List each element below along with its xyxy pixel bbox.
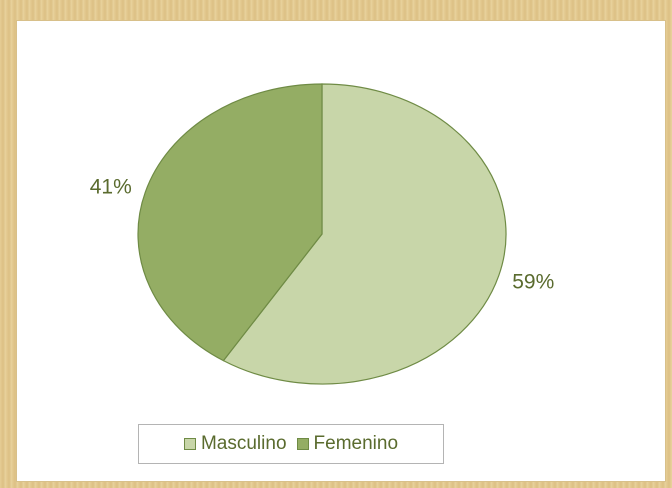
legend-item-masculino: Masculino bbox=[183, 433, 287, 455]
chart-panel: 59% 41% Masculino Femenino bbox=[16, 20, 666, 482]
pie-slice-masculino bbox=[222, 83, 507, 385]
legend-swatch-masculino bbox=[183, 438, 196, 450]
pie-chart: 59% 41% bbox=[90, 83, 554, 385]
legend-label-femenino: Femenino bbox=[313, 433, 399, 454]
legend-label-masculino: Masculino bbox=[200, 433, 287, 454]
data-label-femenino: 41% bbox=[90, 176, 132, 199]
data-label-masculino: 59% bbox=[512, 270, 554, 293]
legend-item-femenino: Femenino bbox=[296, 433, 399, 455]
pie-slice-femenino bbox=[137, 83, 323, 362]
chart-legend: Masculino Femenino bbox=[138, 424, 444, 464]
legend-swatch-femenino bbox=[296, 438, 309, 450]
